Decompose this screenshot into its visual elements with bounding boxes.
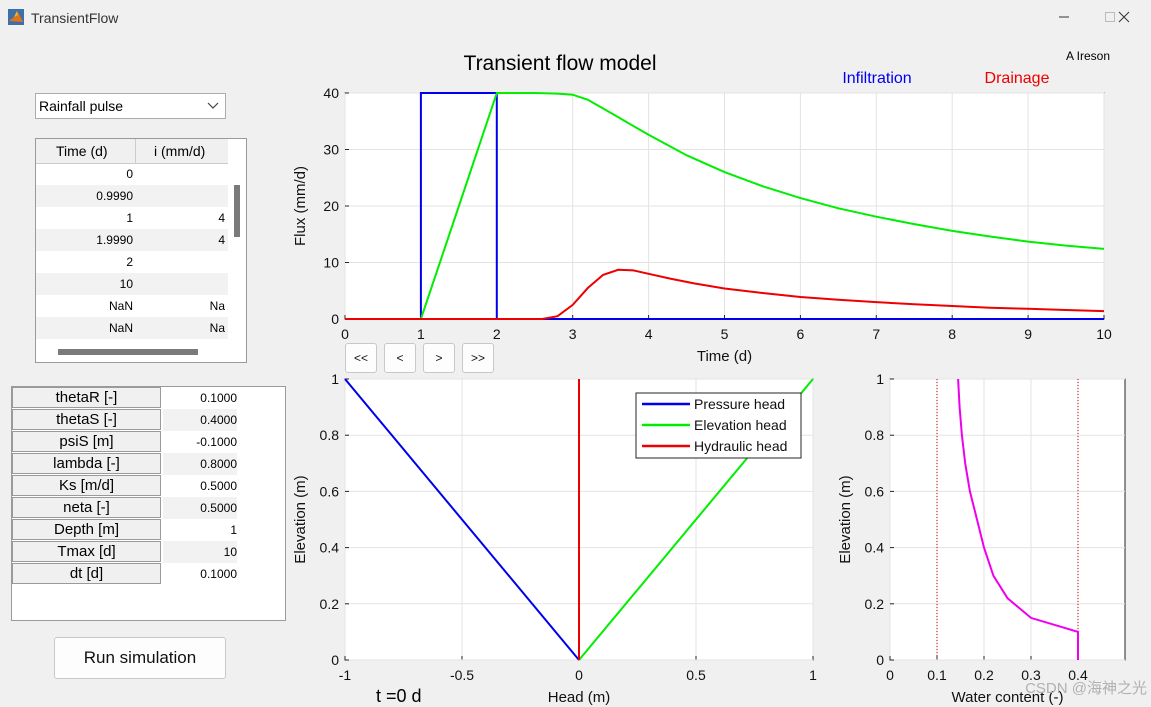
param-name: dt [d] [12, 563, 161, 584]
table-row[interactable]: 2 [126, 255, 133, 269]
param-row[interactable]: Tmax [d] 10 [12, 541, 238, 563]
parameter-table[interactable]: thetaR [-] 0.1000 thetaS [-] 0.4000 psiS [… [11, 386, 286, 621]
horizontal-scrollbar[interactable] [58, 349, 198, 355]
table-header: Time (d) i (mm/d) [36, 139, 228, 164]
last-step-button[interactable]: >> [462, 343, 494, 373]
table-row[interactable]: NaN Na [36, 317, 228, 339]
table-row[interactable]: 10 [36, 273, 228, 295]
column-header-time: Time (d) [56, 143, 108, 159]
maximize-icon [1105, 12, 1115, 22]
table-row[interactable]: 0.9990 [36, 185, 228, 207]
param-name: lambda [-] [12, 453, 161, 474]
param-name: neta [-] [12, 497, 161, 518]
rainfall-scenario-dropdown[interactable]: Rainfall pulse [35, 93, 226, 119]
window-title: TransientFlow [31, 10, 119, 26]
maximize-button [1087, 0, 1133, 34]
param-name: thetaR [-] [12, 387, 161, 408]
param-value[interactable]: 10 [163, 541, 237, 563]
param-row[interactable]: neta [-] 0.5000 [12, 497, 238, 519]
param-value[interactable]: 0.4000 [163, 409, 237, 431]
table-row[interactable]: 1.9990 4 [36, 229, 228, 251]
chevron-down-icon [207, 102, 219, 109]
close-button[interactable] [1101, 0, 1147, 34]
param-name: psiS [m] [12, 431, 161, 452]
vertical-scrollbar[interactable] [234, 185, 240, 237]
close-icon [1118, 11, 1130, 23]
param-name: thetaS [-] [12, 409, 161, 430]
param-name: Tmax [d] [12, 541, 161, 562]
param-value[interactable]: 0.5000 [200, 479, 237, 493]
param-value[interactable]: -0.1000 [196, 435, 237, 449]
run-simulation-button[interactable]: Run simulation [54, 637, 226, 679]
param-value[interactable]: 0.1000 [200, 391, 237, 405]
param-value[interactable]: 0.5000 [163, 497, 237, 519]
param-name: Depth [m] [12, 519, 161, 540]
param-value[interactable]: 0.8000 [163, 453, 237, 475]
param-row[interactable]: lambda [-] 0.8000 [12, 453, 238, 475]
param-row[interactable]: Ks [m/d] 0.5000 [12, 475, 238, 497]
dropdown-selected-value: Rainfall pulse [39, 98, 124, 114]
param-row[interactable]: dt [d] 0.1000 [12, 563, 238, 585]
table-row[interactable]: NaN Na [108, 299, 225, 313]
param-row[interactable]: psiS [m] -0.1000 [12, 431, 238, 453]
first-step-button[interactable]: << [345, 343, 377, 373]
param-name: Ks [m/d] [12, 475, 161, 496]
column-header-intensity: i (mm/d) [154, 143, 206, 159]
watermark: CSDN @海神之光 [1025, 680, 1147, 697]
param-value[interactable]: 1 [230, 523, 237, 537]
param-value[interactable]: 0.1000 [200, 567, 237, 581]
matlab-app-icon [8, 9, 24, 25]
title-bar: TransientFlow [0, 0, 1151, 36]
previous-step-button[interactable]: < [384, 343, 416, 373]
param-row[interactable]: thetaR [-] 0.1000 [12, 387, 238, 409]
minimize-icon [1059, 16, 1069, 18]
next-step-button[interactable]: > [423, 343, 455, 373]
param-row[interactable]: thetaS [-] 0.4000 [12, 409, 238, 431]
minimize-button[interactable] [1041, 0, 1087, 34]
param-row[interactable]: Depth [m] 1 [12, 519, 238, 541]
table-row[interactable]: 0 [126, 167, 133, 181]
